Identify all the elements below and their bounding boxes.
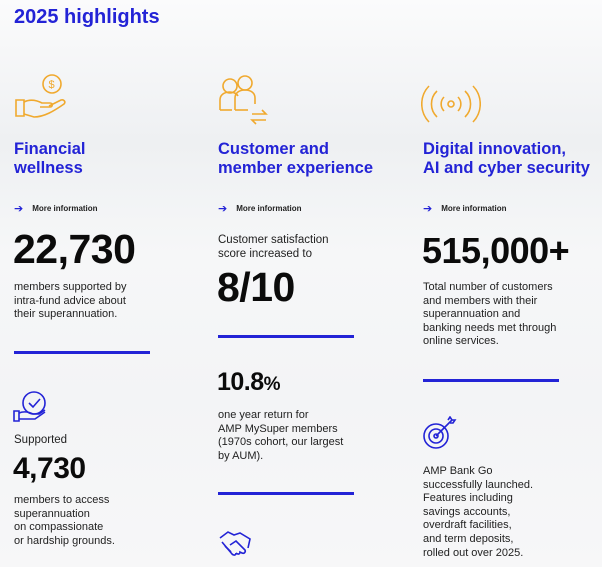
- text-line: their superannuation.: [14, 308, 118, 321]
- text-line: by AUM).: [218, 449, 264, 462]
- arrow-right-icon: ➔: [423, 203, 433, 215]
- text-line: (1970s cohort, our largest: [218, 436, 344, 449]
- text-line: superannuation: [14, 507, 90, 520]
- text-line: banking needs met through: [423, 321, 557, 334]
- stat-value: 4,730: [13, 452, 86, 485]
- stat-value: 10.8%: [217, 368, 281, 397]
- stat-prefix: Customer satisfaction score increased to: [218, 234, 329, 261]
- link-label: More information: [236, 204, 302, 213]
- text-line: Total number of customers: [423, 281, 553, 293]
- wireless-signal-icon: [421, 84, 481, 124]
- link-label: More information: [441, 204, 507, 213]
- stat-description: members to access superannuation on comp…: [14, 494, 115, 548]
- heading-line: Financial: [14, 140, 86, 158]
- more-information-link-financial[interactable]: ➔ More information: [14, 202, 98, 215]
- svg-text:$: $: [49, 79, 55, 91]
- customer-experience-heading: Customer and member experience: [218, 140, 373, 178]
- stat-value: 515,000+: [422, 230, 570, 271]
- text-line: superannuation and: [423, 308, 521, 321]
- link-label: More information: [32, 204, 98, 213]
- stat-prefix: Supported: [14, 434, 68, 446]
- value-number: 10.8: [217, 368, 264, 396]
- handshake-icon: [218, 528, 254, 560]
- stat-value: 22,730: [13, 226, 136, 272]
- stat-value: 8/10: [217, 264, 295, 310]
- people-exchange-icon: [218, 74, 274, 128]
- stat-description: AMP Bank Go successfully launched. Featu…: [423, 465, 533, 560]
- text-line: or hardship grounds.: [14, 534, 115, 547]
- digital-innovation-heading: Digital innovation, AI and cyber securit…: [423, 140, 590, 178]
- stat-description: members supported by intra-fund advice a…: [14, 281, 127, 322]
- value-unit: %: [263, 374, 281, 395]
- financial-wellness-heading: Financial wellness: [14, 140, 86, 178]
- page-title: 2025 highlights: [14, 6, 160, 28]
- text-line: AMP Bank Go: [423, 465, 493, 477]
- text-line: and term deposits,: [423, 532, 514, 545]
- stat-description: Total number of customers and members wi…: [423, 281, 556, 349]
- target-icon: [422, 416, 458, 452]
- arrow-right-icon: ➔: [218, 203, 228, 215]
- heading-line: wellness: [14, 159, 83, 177]
- text-line: overdraft facilities,: [423, 519, 512, 532]
- text-line: savings accounts,: [423, 505, 511, 518]
- text-line: and members with their: [423, 294, 538, 307]
- text-line: intra-fund advice about: [14, 294, 126, 307]
- hand-check-icon: [13, 389, 49, 423]
- more-information-link-digital[interactable]: ➔ More information: [423, 202, 507, 215]
- more-information-link-customer[interactable]: ➔ More information: [218, 202, 302, 215]
- text-line: AMP MySuper members: [218, 422, 338, 435]
- heading-line: Digital innovation,: [423, 140, 566, 158]
- divider: [423, 379, 559, 382]
- stat-description: one year return for AMP MySuper members …: [218, 409, 343, 463]
- divider: [218, 492, 354, 495]
- text-line: on compassionate: [14, 521, 104, 534]
- text-line: successfully launched.: [423, 478, 534, 491]
- heading-line: member experience: [218, 159, 374, 177]
- text-line: Customer satisfaction: [218, 234, 329, 246]
- text-line: score increased to: [218, 247, 312, 260]
- text-line: Features including: [423, 492, 513, 505]
- text-line: rolled out over 2025.: [423, 546, 524, 559]
- heading-line: AI and cyber security: [423, 159, 590, 177]
- divider: [218, 335, 354, 338]
- divider: [14, 351, 150, 354]
- hand-coin-icon: $: [14, 72, 70, 122]
- text-line: online services.: [423, 335, 499, 348]
- arrow-right-icon: ➔: [14, 203, 24, 215]
- text-line: members to access: [14, 494, 110, 506]
- text-line: members supported by: [14, 281, 127, 293]
- heading-line: Customer and: [218, 140, 329, 158]
- text-line: one year return for: [218, 409, 309, 421]
